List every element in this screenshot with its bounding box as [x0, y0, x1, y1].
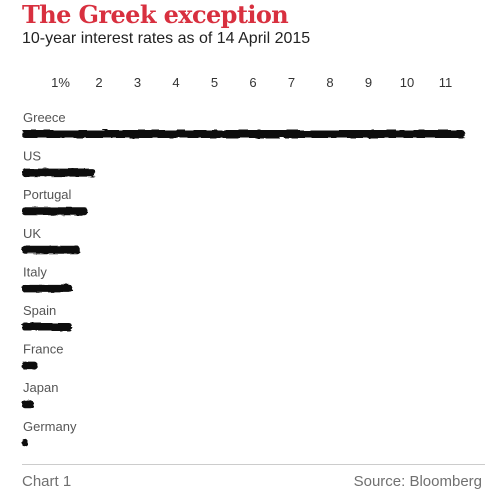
category-label: UK [23, 226, 41, 241]
category-label: Japan [23, 380, 58, 395]
chart-title: The Greek exception [22, 0, 289, 29]
bar [22, 438, 28, 447]
bar [22, 284, 73, 293]
x-tick-label: 10 [400, 75, 414, 90]
category-label: Portugal [23, 187, 72, 202]
chart-number-label: Chart 1 [22, 473, 72, 490]
x-tick-label: 7 [288, 75, 295, 90]
x-tick-label: 1% [51, 75, 70, 90]
x-tick-label: 4 [172, 75, 179, 90]
category-label: US [23, 149, 41, 164]
category-label: Germany [23, 419, 77, 434]
footer-divider [22, 464, 485, 465]
source-label: Source: Bloomberg [353, 473, 482, 490]
x-tick-label: 3 [134, 75, 141, 90]
x-tick-label: 6 [249, 75, 256, 90]
x-tick-label: 8 [326, 75, 333, 90]
category-label: Spain [23, 303, 56, 318]
x-tick-label: 11 [439, 75, 453, 90]
x-tick-label: 2 [95, 75, 102, 90]
category-label: Italy [23, 264, 47, 279]
bar [22, 168, 96, 177]
bar [22, 323, 73, 331]
x-tick-label: 5 [211, 75, 218, 90]
bar [22, 361, 38, 370]
category-label: Greece [23, 110, 66, 125]
x-tick-label: 9 [365, 75, 372, 90]
bar [22, 400, 34, 409]
bar [22, 207, 88, 216]
bars: Greece US Portugal UK Italy Spain France Japan G… [22, 110, 465, 447]
category-label: France [23, 342, 63, 357]
chart-subtitle: 10-year interest rates as of 14 April 20… [22, 30, 311, 47]
bar [22, 130, 465, 138]
x-axis-ticks: 1% 2 3 4 5 6 7 8 9 10 11 [51, 75, 452, 90]
bar [22, 245, 80, 254]
